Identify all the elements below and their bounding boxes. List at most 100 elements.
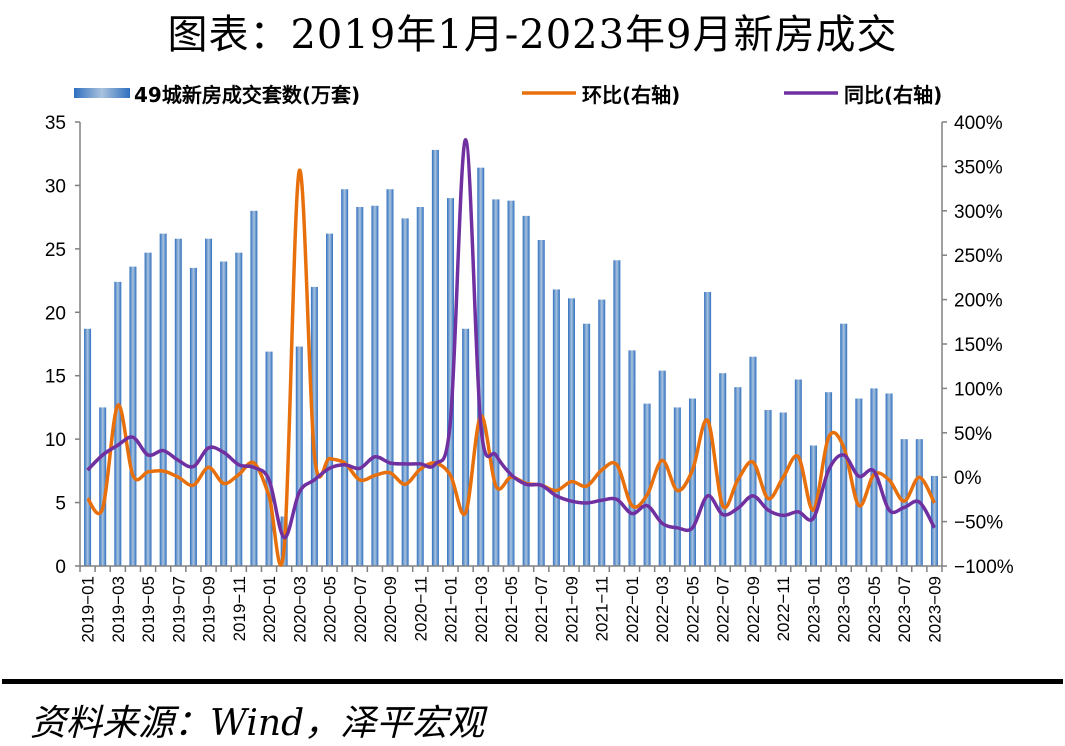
x-tick-label: 2022−07	[714, 576, 733, 643]
left-tick-label: 0	[55, 557, 66, 578]
bar	[129, 266, 137, 566]
x-tick-label: 2019−03	[109, 576, 128, 643]
x-tick-label: 2023−05	[865, 576, 884, 643]
bar	[416, 206, 424, 566]
bar	[552, 289, 560, 566]
x-tick-label: 2023−01	[804, 576, 823, 643]
bar	[492, 199, 500, 566]
source-divider	[2, 679, 1063, 684]
bar	[205, 238, 213, 567]
legend-bar-swatch	[74, 88, 130, 98]
source-note: 资料来源：Wind，泽平宏观	[30, 703, 485, 744]
mom-line	[86, 168, 936, 567]
bar	[371, 205, 379, 566]
x-tick-label: 2020−09	[381, 576, 400, 643]
bar	[477, 167, 485, 566]
bar	[658, 370, 666, 566]
bar	[809, 445, 817, 566]
x-tick-label: 2020−11	[411, 576, 430, 641]
x-tick-label: 2023−09	[925, 576, 944, 643]
x-tick-label: 2019−11	[230, 576, 249, 641]
bar	[537, 239, 545, 566]
left-tick-label: 25	[45, 240, 66, 261]
bar	[114, 281, 122, 566]
bar	[220, 261, 228, 566]
chart: 0 5 10 15 20 25 30 35 −100% −50% 0% 50% 100% 150% 200%…	[45, 83, 1014, 643]
left-tick-label: 10	[45, 430, 66, 451]
right-tick-label: −50%	[954, 513, 1003, 534]
x-tick-label: 2019−09	[200, 576, 219, 643]
bar	[386, 189, 394, 566]
right-tick-label: 100%	[954, 379, 1003, 400]
bar	[522, 215, 530, 567]
x-tick-label: 2021−11	[593, 576, 612, 641]
x-tick-label: 2022−03	[653, 576, 672, 643]
bar	[447, 198, 455, 566]
bar	[825, 392, 833, 566]
right-tick-label: 400%	[954, 113, 1003, 134]
bar	[174, 238, 182, 567]
x-tick-label: 2023−07	[895, 576, 914, 643]
x-tick-label: 2023−03	[835, 576, 854, 643]
yoy-line	[86, 138, 936, 540]
bar	[583, 323, 591, 566]
bar	[628, 350, 636, 566]
bar	[734, 387, 742, 566]
right-tick-label: 350%	[954, 157, 1003, 178]
x-tick-label: 2021−03	[472, 576, 491, 643]
right-tick-label: 50%	[954, 424, 992, 445]
x-tick-label: 2021−07	[532, 576, 551, 643]
bar	[235, 252, 243, 567]
left-tick-label: 15	[45, 367, 66, 388]
bar	[341, 189, 349, 566]
right-tick-label: 300%	[954, 202, 1003, 223]
bar	[250, 210, 258, 567]
bar	[189, 267, 197, 566]
bar	[401, 218, 409, 566]
x-tick-label: 2021−09	[562, 576, 581, 643]
bar	[84, 328, 92, 566]
x-tick-label: 2019−05	[139, 576, 158, 643]
x-tick-label: 2022−01	[623, 576, 642, 643]
bar	[265, 351, 273, 566]
bar	[688, 398, 696, 566]
x-tick-label: 2022−09	[744, 576, 763, 643]
x-tick-label: 2022−11	[774, 576, 793, 641]
x-tick-label: 2021−01	[442, 576, 461, 643]
left-tick-label: 30	[45, 176, 66, 197]
bar	[99, 407, 107, 566]
x-tick-label: 2019−01	[79, 576, 98, 643]
right-tick-label: −100%	[954, 557, 1014, 578]
x-tick-label: 2020−01	[260, 576, 279, 643]
right-tick-label: 250%	[954, 246, 1003, 267]
bar	[326, 233, 334, 567]
bar	[779, 412, 787, 566]
bar	[462, 328, 470, 566]
chart-title: 图表：2019年1月-2023年9月新房成交	[167, 12, 898, 58]
x-tick-label: 2022−05	[683, 576, 702, 643]
bar	[719, 373, 727, 566]
x-tick-label: 2020−05	[321, 576, 340, 643]
bar	[295, 346, 303, 566]
bar	[507, 200, 515, 566]
bar	[356, 206, 364, 566]
bar	[673, 407, 681, 566]
bar	[431, 149, 439, 566]
bar	[855, 398, 863, 566]
bar	[930, 475, 938, 566]
legend-label-bars: 49城新房成交套数(万套)	[134, 83, 360, 107]
right-tick-label: 0%	[954, 468, 982, 489]
x-tick-label: 2019−07	[169, 576, 188, 643]
right-tick-label: 200%	[954, 291, 1003, 312]
left-tick-label: 35	[45, 113, 66, 134]
bar	[144, 252, 152, 567]
bar	[794, 379, 802, 566]
bar	[764, 409, 772, 566]
bar	[567, 298, 575, 566]
bar	[310, 286, 318, 566]
right-tick-label: 150%	[954, 335, 1003, 356]
x-tick-label: 2021−05	[502, 576, 521, 643]
legend-label-mom: 环比(右轴)	[582, 83, 680, 107]
bar	[613, 260, 621, 566]
x-tick-label: 2020−03	[290, 576, 309, 643]
